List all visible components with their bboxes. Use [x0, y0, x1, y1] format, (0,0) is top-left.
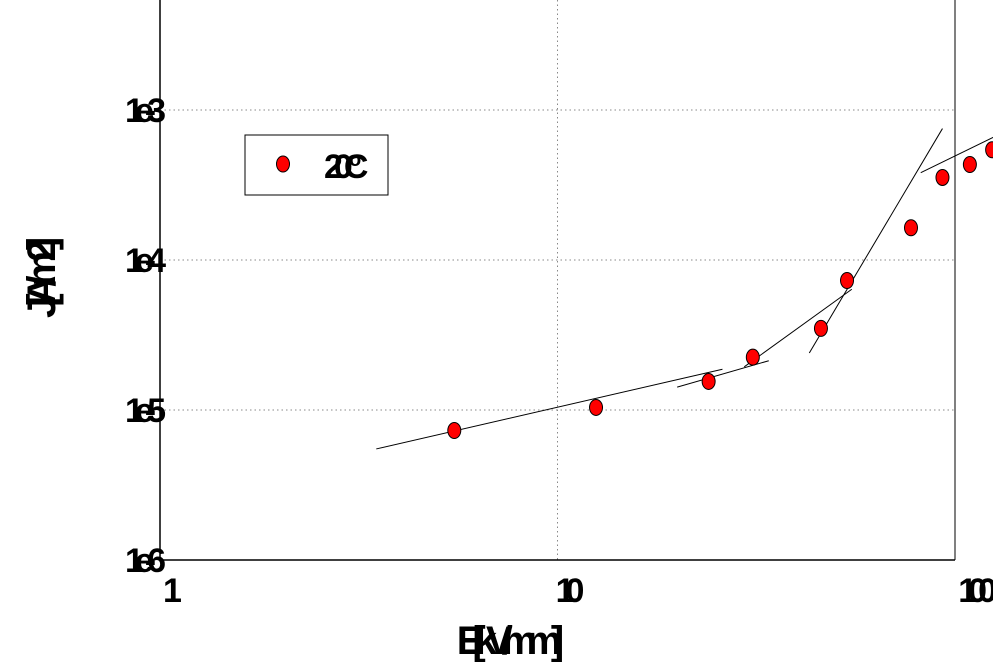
data-point — [745, 348, 760, 366]
data-point — [840, 272, 855, 290]
x-tick-label: 1 — [163, 572, 181, 610]
y-axis-label: J[A/m 2] — [20, 238, 64, 318]
data-point — [447, 422, 462, 440]
fit-line — [376, 368, 723, 450]
legend-marker — [276, 155, 290, 173]
legend-box — [244, 134, 389, 196]
grid-lines — [160, 0, 955, 560]
y-tick-label: 1e-3 — [125, 92, 165, 130]
fit-line — [808, 128, 943, 354]
x-axis-label: E[kV/mm] — [457, 619, 563, 662]
fit-lines — [376, 128, 993, 450]
data-point — [935, 168, 950, 186]
data-point — [701, 372, 716, 390]
y-tick-label: 1e-6 — [125, 542, 165, 580]
data-point — [589, 398, 604, 416]
axes — [159, 0, 956, 561]
fit-line — [743, 288, 853, 368]
x-tick-label: 10 — [556, 572, 584, 610]
y-tick-label: 1e-5 — [125, 392, 165, 430]
data-point — [813, 319, 828, 337]
legend: 20C o — [244, 134, 389, 196]
data-point — [903, 219, 918, 237]
data-point — [962, 156, 977, 174]
data-point — [985, 141, 993, 159]
data-points — [447, 141, 993, 440]
fit-line — [920, 136, 993, 174]
x-tick-labels: 1 10 100 — [163, 572, 993, 610]
x-tick-label: 100 — [958, 572, 993, 610]
